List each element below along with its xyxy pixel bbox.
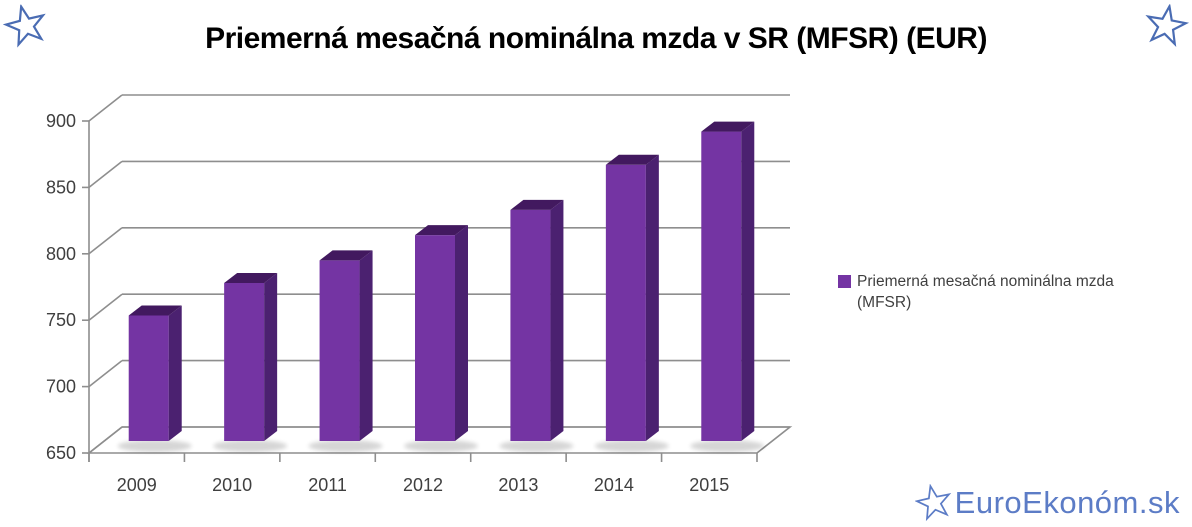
x-tick-label: 2009 <box>117 475 157 495</box>
y-tick-label: 800 <box>46 244 76 264</box>
bar-2012 <box>404 225 478 452</box>
y-tick-label: 750 <box>46 310 76 330</box>
watermark: EuroEkonóm.sk <box>914 484 1180 522</box>
y-tick-label: 850 <box>46 177 76 197</box>
bar-2009 <box>117 305 192 452</box>
x-tick-label: 2014 <box>594 475 634 495</box>
watermark-text: EuroEkonóm.sk <box>954 485 1180 520</box>
y-tick-label: 650 <box>46 443 76 463</box>
bar-2014 <box>594 154 669 452</box>
legend-series-label: Priemerná mesačná nominálna mzda (MFSR) <box>857 273 1114 311</box>
bar-2011 <box>308 250 383 452</box>
chart-title: Priemerná mesačná nominálna mzda v SR (M… <box>205 22 987 55</box>
x-tick-label: 2015 <box>689 475 729 495</box>
x-tick-label: 2013 <box>498 475 538 495</box>
bar-2010 <box>213 272 288 452</box>
star-icon <box>914 484 951 522</box>
bar-2013 <box>499 199 574 452</box>
star-icon <box>1145 3 1190 47</box>
y-tick-label: 700 <box>46 377 76 397</box>
y-tick-label: 900 <box>46 111 76 131</box>
star-icon <box>2 3 46 48</box>
legend-swatch-icon <box>838 275 851 288</box>
x-tick-label: 2010 <box>212 475 252 495</box>
chart-legend: Priemerná mesačná nominálna mzda (MFSR) <box>838 271 1168 313</box>
x-tick-label: 2012 <box>403 475 443 495</box>
bar-2015 <box>690 121 765 452</box>
x-tick-label: 2011 <box>308 475 347 495</box>
